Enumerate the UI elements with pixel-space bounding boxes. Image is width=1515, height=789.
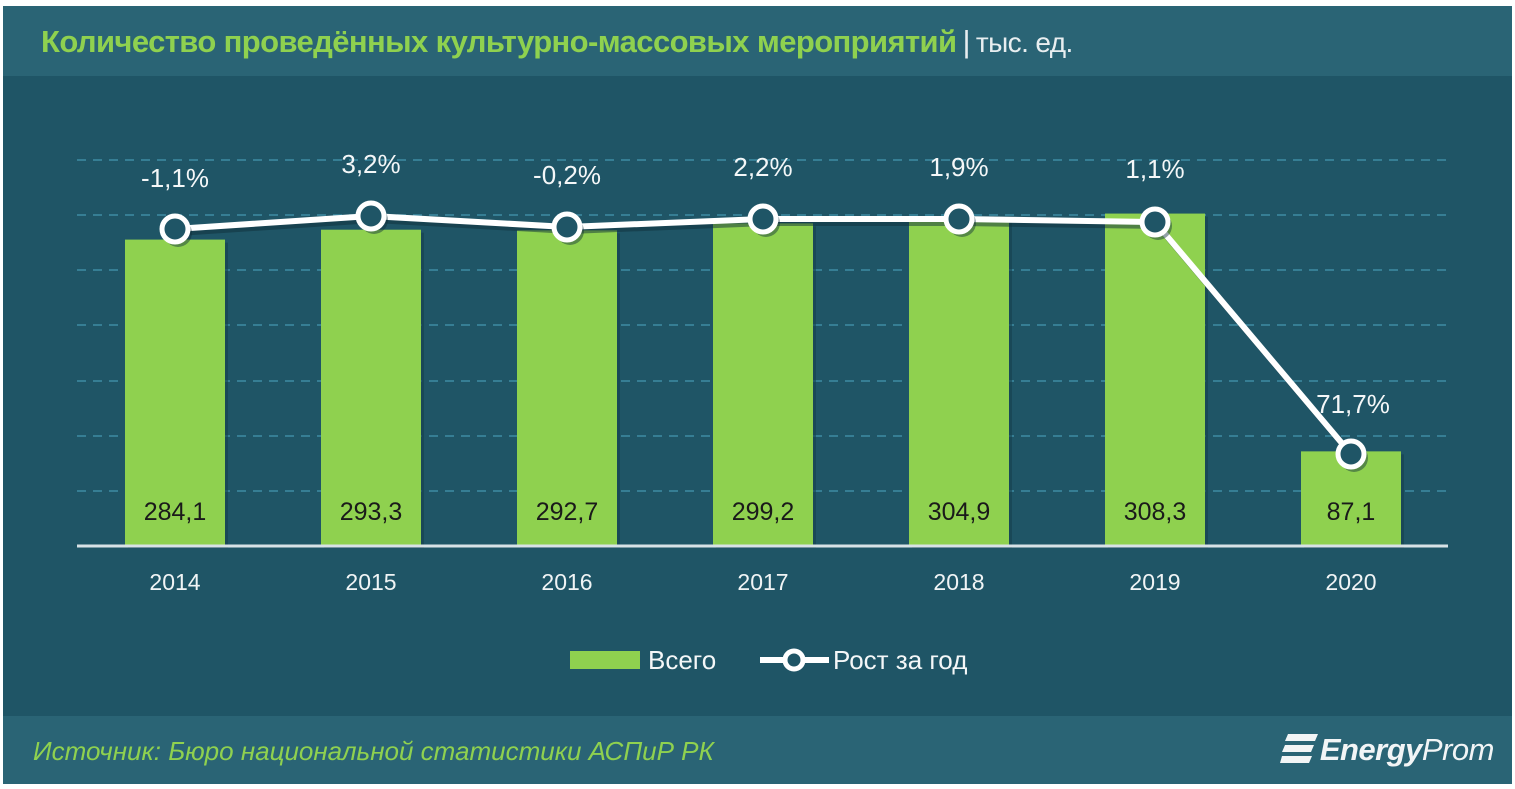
energyprom-logo: EnergyProm — [1279, 730, 1495, 770]
chart-footer: Источник: Бюро национальной статистики А… — [3, 716, 1512, 784]
bar-2015 — [321, 229, 421, 545]
energyprom-logo-icon — [1279, 734, 1318, 763]
legend-line-label: Рост за год — [833, 645, 967, 675]
bar-2017 — [713, 223, 813, 546]
chart-legend: Всего Рост за год — [570, 645, 967, 675]
growth-value-label: 71,7% — [1316, 389, 1390, 419]
growth-marker-2018 — [943, 203, 975, 235]
legend-line-marker — [782, 648, 806, 672]
energyprom-logo-text: EnergyProm — [1319, 732, 1495, 768]
x-tick-label: 2020 — [1325, 569, 1376, 595]
bar-value-label: 308,3 — [1124, 498, 1187, 526]
chart-header: Количество проведённых культурно-массовы… — [3, 6, 1512, 76]
x-tick-label: 2015 — [345, 569, 396, 595]
growth-value-label: 1,1% — [1125, 154, 1184, 184]
bar-value-label: 292,7 — [536, 498, 599, 526]
title-separator: | — [962, 24, 970, 59]
growth-value-label: 2,2% — [733, 152, 792, 182]
growth-marker-2015 — [355, 200, 387, 232]
bar-value-label: 284,1 — [144, 498, 207, 526]
chart-title: Количество проведённых культурно-массовы… — [41, 24, 1073, 60]
chart-plot: 284,1 2014 293,3 2015 292,7 2016 299,2 2017 304,… — [77, 149, 1448, 675]
x-tick-label: 2016 — [541, 569, 592, 595]
x-tick-label: 2017 — [737, 569, 788, 595]
growth-marker-2014 — [159, 213, 191, 245]
x-tick-label: 2014 — [149, 569, 200, 595]
growth-value-label: -1,1% — [141, 163, 209, 193]
legend-bar-label: Всего — [648, 645, 716, 675]
growth-marker-2017 — [747, 203, 779, 235]
bar-value-label: 293,3 — [340, 498, 403, 526]
growth-value-label: -0,2% — [533, 160, 601, 190]
growth-marker-2016 — [551, 211, 583, 243]
x-tick-label: 2018 — [933, 569, 984, 595]
bar-value-label: 304,9 — [928, 498, 991, 526]
growth-value-label: 3,2% — [341, 149, 400, 179]
legend-bar-swatch — [570, 651, 640, 669]
growth-value-label: 1,9% — [929, 152, 988, 182]
chart-unit: тыс. ед. — [975, 27, 1073, 58]
bar-2018 — [909, 217, 1009, 546]
bar-2016 — [517, 230, 617, 545]
logo-bold-text: Energy — [1319, 732, 1423, 767]
bar-value-label: 299,2 — [732, 498, 795, 526]
bar-2019 — [1105, 213, 1205, 545]
growth-marker-2020 — [1335, 438, 1367, 470]
logo-light-text: Prom — [1421, 732, 1495, 767]
chart-frame: Количество проведённых культурно-массовы… — [3, 6, 1512, 784]
growth-marker-2019 — [1139, 206, 1171, 238]
x-tick-label: 2019 — [1129, 569, 1180, 595]
source-note: Источник: Бюро национальной статистики А… — [33, 736, 714, 766]
bar-value-label: 87,1 — [1327, 498, 1376, 526]
bar-2014 — [125, 239, 225, 545]
chart-title-text: Количество проведённых культурно-массовы… — [41, 24, 957, 59]
